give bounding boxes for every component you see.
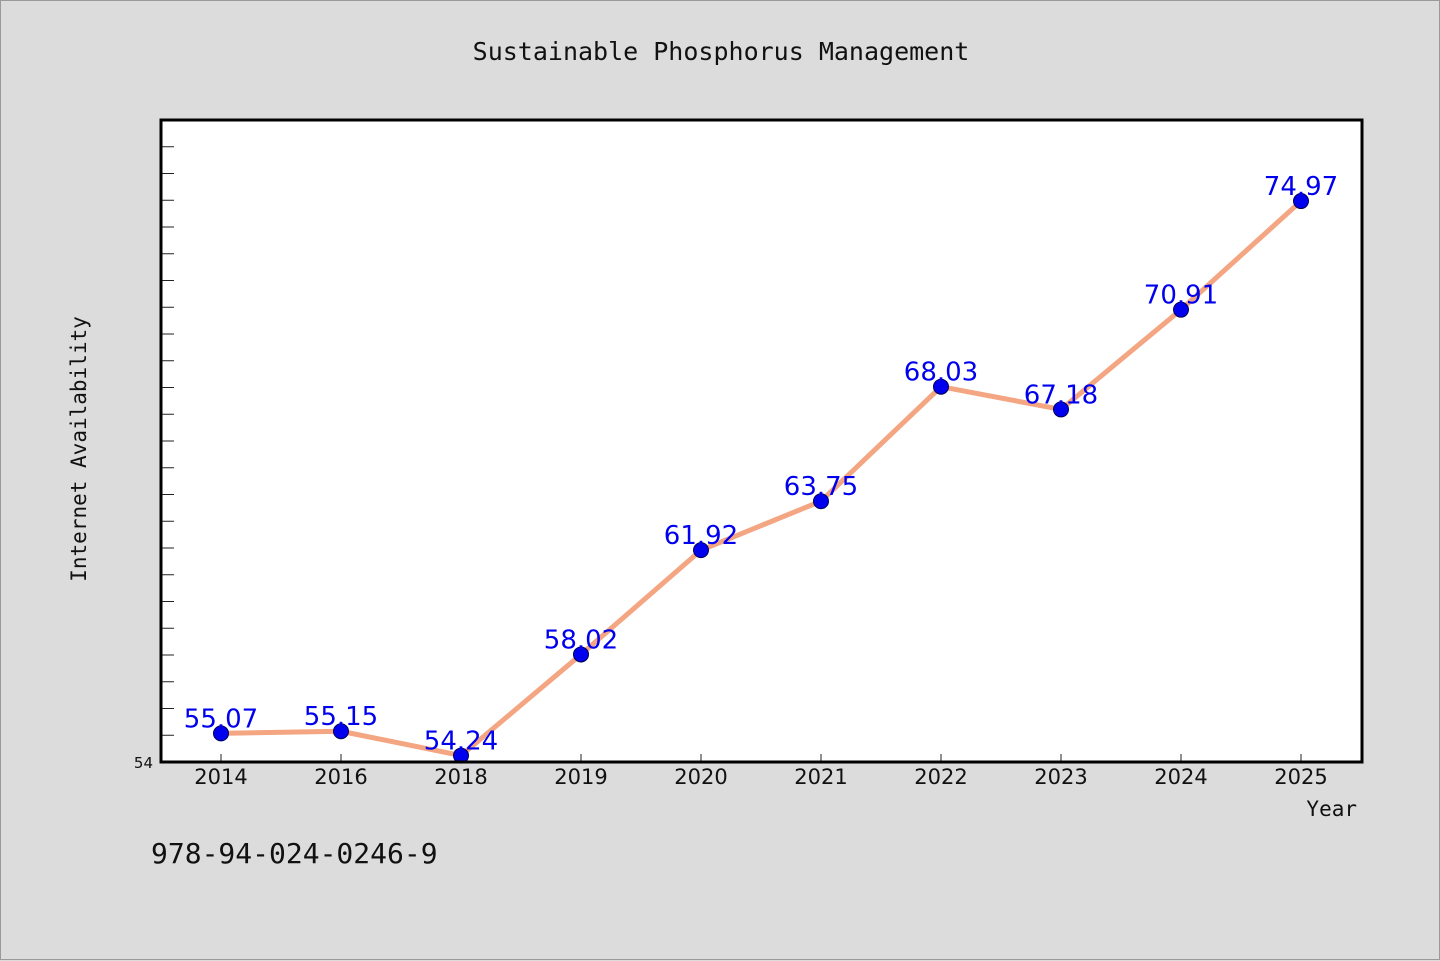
x-tick-label-2014: 2014 (194, 765, 247, 789)
data-point-2023 (1053, 401, 1069, 418)
x-tick-label-2018: 2018 (434, 765, 487, 789)
x-tick-label-2016: 2016 (314, 765, 367, 789)
x-tick-label-2023: 2023 (1034, 765, 1087, 789)
data-point-2022 (933, 378, 949, 395)
x-tick-label-2021: 2021 (794, 765, 847, 789)
data-point-2019 (573, 646, 589, 663)
data-label-2025: 74.97 (1264, 172, 1338, 202)
x-tick-label-2022: 2022 (914, 765, 967, 789)
data-label-2023: 67.18 (1024, 380, 1098, 410)
x-tick-label-2019: 2019 (554, 765, 607, 789)
x-tick-label-2025: 2025 (1274, 765, 1327, 789)
data-point-2016 (333, 723, 349, 740)
isbn-text: 978-94-024-0246-9 (151, 837, 438, 870)
data-point-2014 (213, 725, 229, 742)
data-point-2025 (1293, 193, 1309, 210)
data-label-2014: 55.07 (184, 704, 258, 734)
data-point-2021 (813, 493, 829, 510)
data-label-2019: 58.02 (544, 625, 618, 655)
data-label-2024: 70.91 (1144, 281, 1218, 311)
data-label-2018: 54.24 (424, 727, 498, 757)
plot-area (161, 120, 1362, 762)
x-tick-label-2020: 2020 (674, 765, 727, 789)
data-label-2016: 55.15 (304, 702, 378, 732)
chart-title: Sustainable Phosphorus Management (472, 37, 970, 66)
x-axis-label: Year (1306, 797, 1357, 821)
data-label-2021: 63.75 (784, 472, 858, 502)
series-line (218, 198, 1304, 759)
x-tick-label-2024: 2024 (1154, 765, 1207, 789)
y-tick-label-54: 54 (134, 754, 153, 772)
data-point-2024 (1173, 301, 1189, 318)
data-point-2020 (693, 542, 709, 559)
plot-frame (159, 118, 1364, 764)
data-label-2020: 61.92 (664, 521, 738, 551)
data-label-2022: 68.03 (904, 358, 978, 388)
